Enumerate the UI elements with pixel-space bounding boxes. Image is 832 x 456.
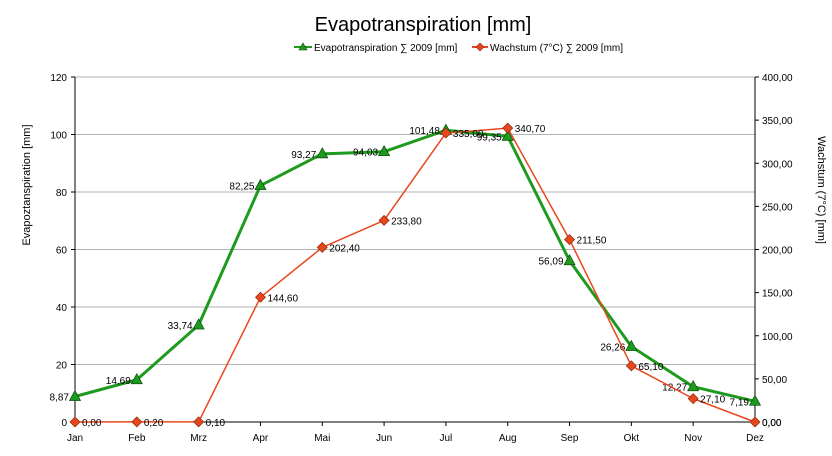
data-point-wachstum	[378, 214, 390, 226]
data-label-wachstum: 0,00	[82, 418, 102, 429]
data-point-wachstum	[440, 127, 452, 139]
x-tick-label: Jul	[440, 433, 453, 444]
y2-tick-label: 400,00	[762, 73, 793, 84]
y2-tick-label: 50,00	[762, 375, 787, 386]
data-point-evapotranspiration	[68, 389, 82, 401]
y2-tick-label: 200,00	[762, 246, 793, 257]
y2-tick-label: 350,00	[762, 116, 793, 127]
data-point-wachstum	[131, 416, 143, 428]
data-point-evapotranspiration	[254, 178, 267, 190]
data-point-evapotranspiration	[687, 379, 700, 392]
data-point-wachstum	[625, 360, 637, 372]
data-point-evapotranspiration	[192, 318, 205, 330]
x-tick-label: Sep	[561, 433, 579, 444]
data-label-wachstum: 65,10	[638, 362, 663, 373]
data-point-evapotranspiration	[501, 129, 514, 141]
data-label-wachstum: 202,40	[329, 243, 360, 254]
data-label-wachstum: 144,60	[267, 293, 298, 304]
legend: Evapotranspiration ∑ 2009 [mm] Wachstum …	[294, 42, 623, 54]
data-point-evapotranspiration	[316, 147, 329, 159]
data-point-wachstum	[502, 122, 514, 134]
data-point-wachstum	[254, 291, 266, 303]
x-tick-label: Apr	[253, 433, 269, 444]
data-point-wachstum	[749, 416, 761, 428]
data-point-wachstum	[193, 416, 205, 428]
x-tick-label: Okt	[624, 433, 640, 444]
legend-marker-wachstum	[475, 42, 485, 52]
legend-label-evapotranspiration: Evapotranspiration ∑ 2009 [mm]	[314, 43, 458, 54]
data-label-evapotranspiration: 26,26	[600, 343, 625, 354]
y2-tick-label: 300,00	[762, 159, 793, 170]
data-label-wachstum: 211,50	[577, 236, 607, 247]
x-tick-label: Jan	[67, 433, 83, 444]
data-label-wachstum: 27,10	[700, 395, 725, 406]
y-tick-label: 120	[50, 73, 67, 84]
legend-marker-evapotranspiration	[298, 42, 308, 51]
data-label-wachstum: 233,80	[391, 216, 422, 227]
x-tick-label: Mai	[314, 433, 330, 444]
data-point-wachstum	[564, 234, 576, 246]
y-tick-label: 80	[56, 188, 68, 199]
y2-tick-label: 150,00	[762, 289, 793, 300]
data-label-evapotranspiration: 94,03	[353, 148, 378, 159]
plot-area: 0 20 40 60 80 100 120 0,00 50,00 100,00 150,00 200,…	[50, 73, 793, 444]
data-label-evapotranspiration: 8,87	[50, 392, 70, 403]
x-tick-label: Feb	[128, 433, 146, 444]
data-label-wachstum: 0,10	[206, 418, 226, 429]
data-label-wachstum: 335,00	[453, 129, 484, 140]
data-label-evapotranspiration: 56,09	[539, 257, 564, 268]
y-tick-label: 20	[56, 361, 68, 372]
data-label-evapotranspiration: 7,19	[730, 397, 750, 408]
data-label-wachstum: 340,70	[515, 124, 546, 135]
y2-tick-label: 0,00	[762, 418, 782, 429]
data-point-evapotranspiration	[130, 373, 143, 385]
y-tick-label: 60	[56, 246, 68, 257]
data-label-wachstum: 0,20	[144, 418, 164, 429]
y-tick-label: 40	[56, 303, 68, 314]
x-tick-label: Mrz	[190, 433, 207, 444]
data-point-wachstum	[687, 393, 699, 405]
series-line-evapotranspiration	[74, 128, 756, 403]
data-point-wachstum	[69, 416, 81, 428]
data-label-evapotranspiration: 101,48	[409, 126, 440, 137]
x-tick-label: Dez	[746, 433, 764, 444]
y2-tick-label: 100,00	[762, 332, 793, 343]
data-label-evapotranspiration: 33,74	[168, 321, 193, 332]
series-line-wachstum	[74, 127, 756, 423]
y-tick-label: 0	[61, 418, 67, 429]
data-point-wachstum	[316, 241, 328, 253]
data-label-evapotranspiration: 82,25	[229, 182, 254, 193]
data-point-evapotranspiration	[377, 144, 391, 157]
y-axis-title: Evapoztanspiration [mm]	[21, 124, 33, 245]
y2-tick-label: 250,00	[762, 202, 793, 213]
data-label-wachstum: 0,00	[762, 418, 782, 429]
y2-axis-title: Wachstum (7°C) [mm]	[815, 136, 827, 244]
data-point-evapotranspiration	[563, 254, 576, 266]
legend-label-wachstum: Wachstum (7°C) ∑ 2009 [mm]	[490, 43, 623, 54]
y-tick-label: 100	[50, 131, 67, 142]
x-tick-label: Nov	[684, 433, 702, 444]
x-tick-label: Jun	[376, 433, 392, 444]
data-label-evapotranspiration: 93,27	[291, 150, 316, 161]
data-point-evapotranspiration	[625, 339, 638, 351]
data-label-evapotranspiration: 99,35	[477, 132, 502, 143]
chart-title: Evapotranspiration [mm]	[315, 14, 532, 36]
x-tick-label: Aug	[499, 433, 517, 444]
data-point-evapotranspiration	[748, 394, 762, 406]
data-label-evapotranspiration: 14,69	[106, 376, 131, 387]
